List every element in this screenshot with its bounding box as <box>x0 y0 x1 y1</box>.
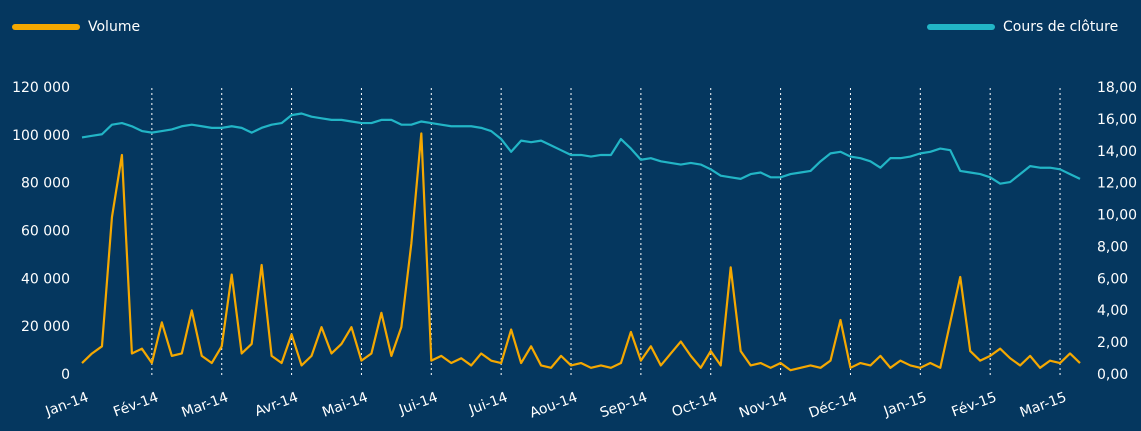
y2-tick-label: 4,00 <box>1097 303 1128 319</box>
x-tick-label: Sep-14 <box>598 389 650 421</box>
y2-tick-label: 0,00 <box>1097 367 1128 383</box>
y-tick-label: 60 000 <box>21 224 70 240</box>
y2-tick-label: 18,00 <box>1097 80 1137 96</box>
x-tick-label: Fév-15 <box>950 389 999 420</box>
x-tick-label: Aou-14 <box>528 389 580 421</box>
series-line <box>81 132 1081 372</box>
x-tick-label: Jan-14 <box>43 389 91 420</box>
y2-tick-label: 2,00 <box>1097 335 1128 351</box>
x-tick-label: Déc-14 <box>807 389 860 421</box>
x-tick-label: Nov-14 <box>737 389 789 421</box>
x-tick-label: Jui-14 <box>396 389 440 418</box>
y-tick-label: 0 <box>61 367 70 383</box>
y-tick-label: 20 000 <box>21 319 70 335</box>
y-tick-label: 100 000 <box>12 128 70 144</box>
y2-tick-label: 12,00 <box>1097 176 1137 192</box>
x-tick-label: Jui-14 <box>466 389 510 418</box>
series-line <box>81 112 1081 185</box>
x-tick-label: Oct-14 <box>670 389 720 420</box>
x-tick-label: Jan-15 <box>881 389 929 420</box>
y2-tick-label: 8,00 <box>1097 239 1128 255</box>
legend-label: Cours de clôture <box>1003 19 1118 35</box>
y2-tick-label: 16,00 <box>1097 112 1137 128</box>
x-tick-label: Mar-14 <box>180 389 231 421</box>
x-tick-label: Fév-14 <box>111 389 160 420</box>
y-tick-label: 40 000 <box>21 271 70 287</box>
x-tick-label: Avr-14 <box>253 389 301 419</box>
y2-tick-label: 14,00 <box>1097 144 1137 160</box>
y2-tick-label: 10,00 <box>1097 208 1137 224</box>
y-tick-label: 120 000 <box>12 80 70 96</box>
x-tick-label: Mai-14 <box>320 389 370 420</box>
legend-label: Volume <box>88 19 140 35</box>
y2-tick-label: 6,00 <box>1097 271 1128 287</box>
y-tick-label: 80 000 <box>21 176 70 192</box>
x-tick-label: Mar-15 <box>1018 389 1069 421</box>
